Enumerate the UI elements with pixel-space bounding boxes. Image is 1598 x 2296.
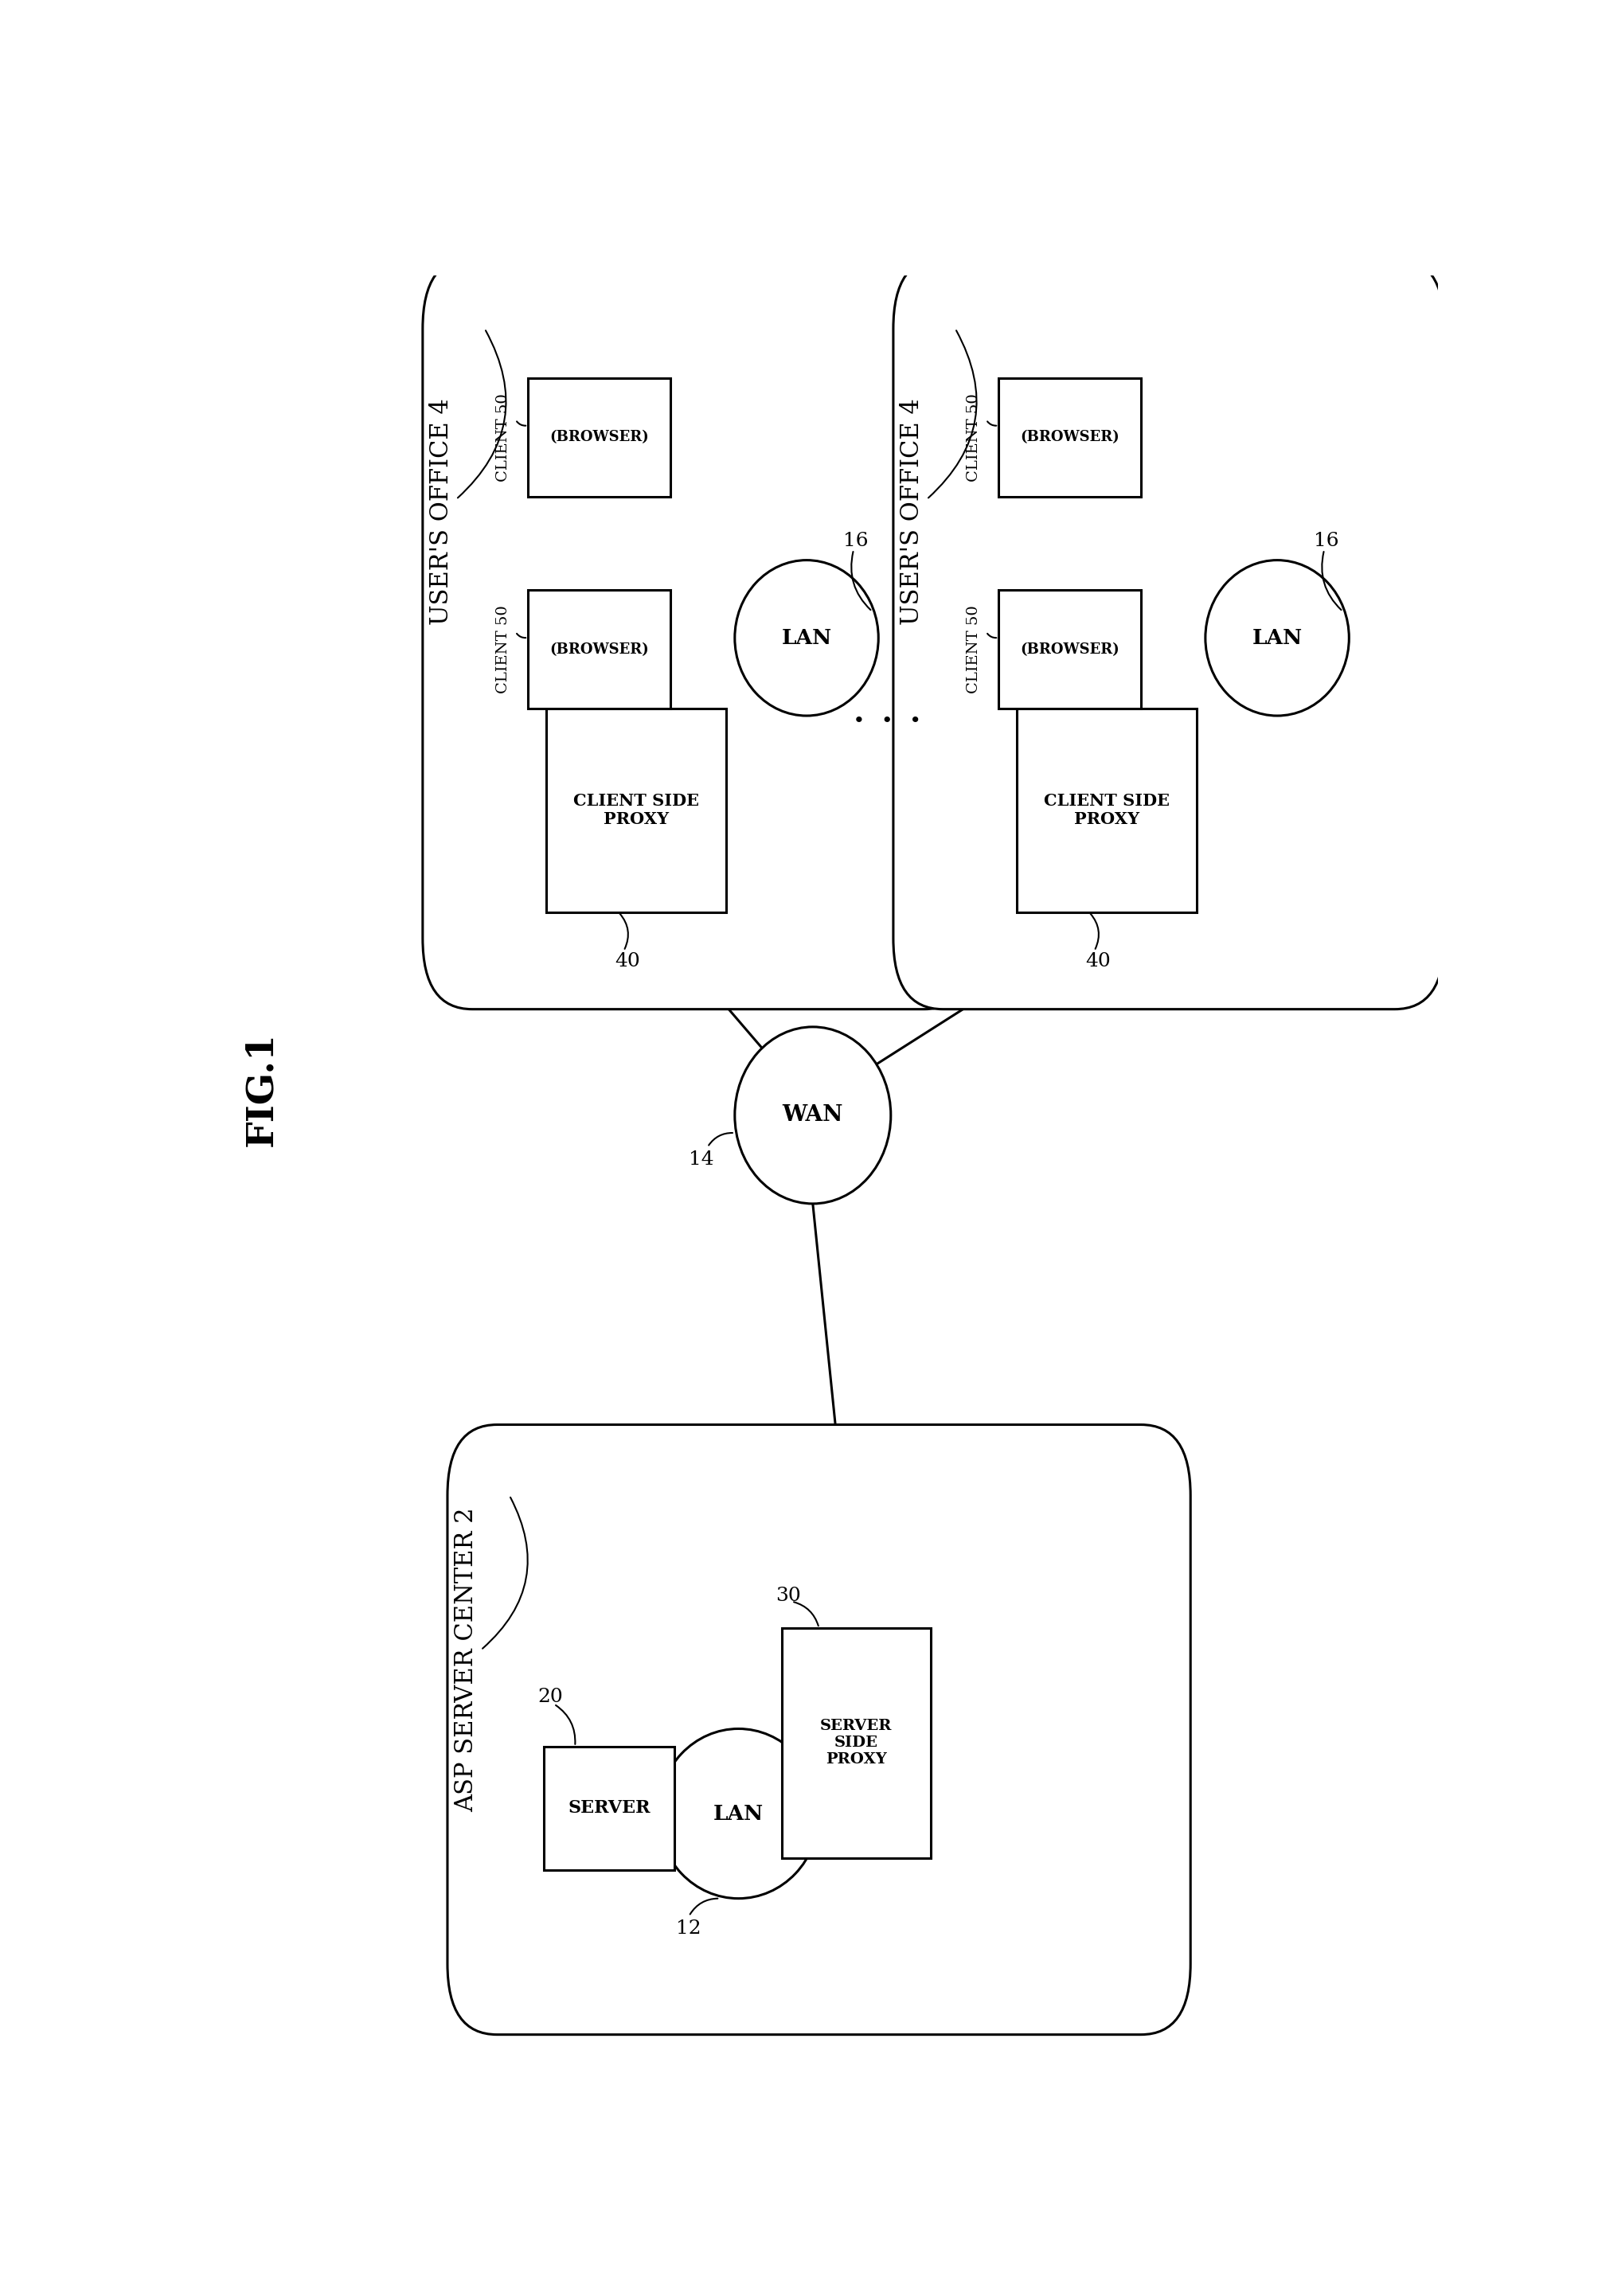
Bar (1016, 709, 1197, 912)
Text: 40: 40 (1085, 953, 1111, 971)
Text: LAN: LAN (781, 629, 831, 647)
FancyBboxPatch shape (422, 257, 973, 1010)
Text: LAN: LAN (1253, 629, 1302, 647)
Text: (BROWSER): (BROWSER) (550, 429, 649, 445)
Text: CLIENT 50: CLIENT 50 (495, 606, 510, 693)
FancyArrowPatch shape (928, 331, 976, 498)
FancyArrowPatch shape (516, 422, 526, 425)
FancyArrowPatch shape (516, 634, 526, 638)
Text: 14: 14 (689, 1150, 714, 1169)
FancyArrowPatch shape (988, 422, 996, 425)
Ellipse shape (735, 1026, 890, 1203)
FancyArrowPatch shape (1090, 914, 1099, 948)
Text: 30: 30 (775, 1587, 801, 1605)
Bar (543, 1747, 674, 1871)
Text: SERVER: SERVER (567, 1800, 650, 1816)
FancyArrowPatch shape (620, 914, 628, 948)
Text: 16: 16 (844, 533, 869, 549)
FancyBboxPatch shape (447, 1424, 1191, 2034)
Bar (781, 1628, 930, 1857)
Ellipse shape (1205, 560, 1349, 716)
Text: ASP SERVER CENTER 2: ASP SERVER CENTER 2 (454, 1506, 478, 1812)
Text: WAN: WAN (783, 1104, 844, 1125)
Text: CLIENT SIDE
PROXY: CLIENT SIDE PROXY (574, 792, 700, 827)
Text: USER'S OFFICE 4: USER'S OFFICE 4 (900, 397, 924, 625)
Bar (999, 590, 1141, 709)
Ellipse shape (735, 560, 879, 716)
FancyArrowPatch shape (852, 551, 871, 611)
Text: 40: 40 (615, 953, 639, 971)
Text: . . .: . . . (852, 687, 922, 730)
Text: CLIENT 50: CLIENT 50 (967, 393, 981, 482)
Ellipse shape (658, 1729, 820, 1899)
Text: LAN: LAN (713, 1805, 764, 1823)
FancyArrowPatch shape (710, 1132, 732, 1146)
Text: 12: 12 (676, 1919, 702, 1938)
Text: (BROWSER): (BROWSER) (1020, 643, 1120, 657)
FancyArrowPatch shape (483, 1497, 527, 1649)
Text: SERVER
SIDE
PROXY: SERVER SIDE PROXY (820, 1720, 892, 1766)
FancyBboxPatch shape (893, 257, 1445, 1010)
FancyArrowPatch shape (690, 1899, 718, 1915)
Text: (BROWSER): (BROWSER) (1020, 429, 1120, 445)
Bar (999, 379, 1141, 496)
Text: (BROWSER): (BROWSER) (550, 643, 649, 657)
Text: CLIENT 50: CLIENT 50 (967, 606, 981, 693)
FancyArrowPatch shape (794, 1603, 818, 1626)
Bar (527, 590, 671, 709)
Text: CLIENT SIDE
PROXY: CLIENT SIDE PROXY (1043, 792, 1170, 827)
FancyArrowPatch shape (1322, 551, 1341, 611)
FancyArrowPatch shape (556, 1706, 575, 1745)
Text: 20: 20 (537, 1688, 562, 1706)
Bar (527, 379, 671, 496)
FancyArrowPatch shape (457, 331, 507, 498)
Text: FIG.1: FIG.1 (243, 1031, 280, 1146)
Text: 16: 16 (1314, 533, 1339, 549)
FancyArrowPatch shape (988, 634, 996, 638)
Bar (547, 709, 725, 912)
Text: USER'S OFFICE 4: USER'S OFFICE 4 (428, 397, 454, 625)
Text: CLIENT 50: CLIENT 50 (495, 393, 510, 482)
